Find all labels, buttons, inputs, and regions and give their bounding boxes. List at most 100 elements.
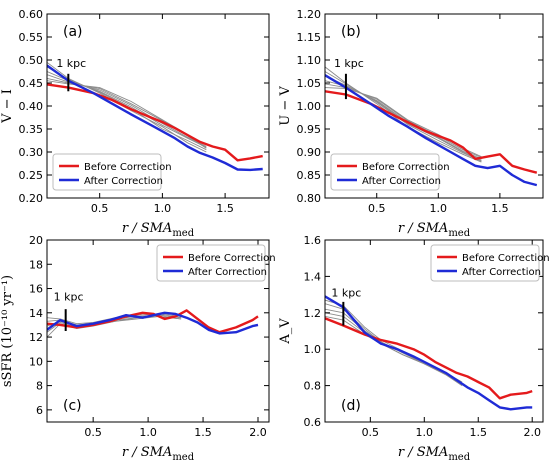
y-tick-label: 1.0 xyxy=(304,343,322,356)
y-tick-label: 6 xyxy=(36,404,43,417)
x-axis-label-sub: med xyxy=(172,452,194,463)
y-tick-label: 10 xyxy=(29,355,43,368)
y-tick-label: 1.6 xyxy=(304,234,322,247)
x-tick-label: 0.5 xyxy=(362,426,380,439)
sample-line-5 xyxy=(325,315,463,386)
x-axis-label: r / SMAmed xyxy=(122,221,195,239)
legend: Before Correction After Correction xyxy=(330,153,450,191)
panel-tag: (d) xyxy=(341,398,361,414)
x-tick-label: 0.5 xyxy=(91,202,109,215)
chart-panel-1: 1 kpc 0.5 1.0 1.5 0.20 0.25 0.30 0.35 0.40 0.45 0.… xyxy=(0,8,270,239)
y-tick-label: 0.20 xyxy=(19,192,44,205)
legend-label-after: After Correction xyxy=(362,176,441,187)
y-tick-label: 0.6 xyxy=(304,416,322,429)
series-line-before-correction xyxy=(47,309,259,334)
panel-tag: (b) xyxy=(341,24,361,40)
series-line-after-correction xyxy=(325,74,538,187)
x-tick-label: 1.5 xyxy=(216,202,234,215)
y-tick-label: 0.60 xyxy=(19,8,44,21)
y-tick-label: 1.00 xyxy=(297,100,322,113)
y-tick-label: 1.15 xyxy=(297,31,322,44)
legend-box xyxy=(156,244,266,282)
x-axis-label: r / SMAmed xyxy=(122,445,195,463)
series-line-after-correction xyxy=(325,295,533,411)
y-tick-label: 20 xyxy=(29,234,43,247)
chart-panel-2: 1 kpc 0.5 1.0 1.5 0.80 0.85 0.90 0.95 1.00 1.05 1.… xyxy=(278,8,544,239)
y-tick-label: 0.45 xyxy=(19,77,44,90)
panel-tag: (c) xyxy=(63,398,82,414)
y-tick-label: 0.8 xyxy=(304,380,322,393)
kpc-label: 1 kpc xyxy=(334,57,364,70)
legend-label-after: After Correction xyxy=(84,176,163,187)
x-tick-label: 1.0 xyxy=(154,202,172,215)
y-tick-label: 8 xyxy=(36,380,43,393)
x-axis-label-sub: med xyxy=(172,228,194,239)
x-axis-label: r / SMAmed xyxy=(398,445,471,463)
legend-label-before: Before Correction xyxy=(462,253,550,264)
y-axis-label: A_V xyxy=(278,318,293,345)
y-tick-label: 0.55 xyxy=(19,31,44,44)
legend-label-after: After Correction xyxy=(188,267,267,278)
y-tick-label: 0.85 xyxy=(297,169,322,182)
legend-box xyxy=(52,153,162,191)
series-line-after-correction xyxy=(47,311,259,335)
x-tick-label: 1.5 xyxy=(491,202,509,215)
y-tick-label: 18 xyxy=(29,258,43,271)
x-axis-label: r / SMAmed xyxy=(398,221,471,239)
x-tick-label: 1.5 xyxy=(194,426,212,439)
sample-line-2 xyxy=(325,303,463,386)
y-tick-label: 1.2 xyxy=(304,307,322,320)
x-tick-label: 1.5 xyxy=(469,426,487,439)
x-axis-label-main: r / SMA xyxy=(122,221,172,236)
y-tick-label: 1.05 xyxy=(297,77,322,90)
series-line-before-correction xyxy=(325,317,533,400)
series-line-after-correction xyxy=(47,64,263,172)
legend-label-before: Before Correction xyxy=(84,162,172,173)
x-tick-label: 0.5 xyxy=(368,202,386,215)
x-tick-label: 2.0 xyxy=(249,426,267,439)
y-tick-label: 0.90 xyxy=(297,146,322,159)
legend-label-before: Before Correction xyxy=(362,162,450,173)
y-tick-label: 0.50 xyxy=(19,54,44,67)
x-tick-label: 1.0 xyxy=(416,426,434,439)
legend-box xyxy=(430,244,540,282)
x-tick-label: 2.0 xyxy=(523,426,541,439)
legend-box xyxy=(330,153,440,191)
y-tick-label: 0.40 xyxy=(19,100,44,113)
plot-frame xyxy=(324,239,544,423)
chart-panel-3: 1 kpc 0.5 1.0 1.5 2.0 6 8 10 12 14 16 18 20 (c) sSFR (… xyxy=(0,234,276,463)
x-axis-label-sub: med xyxy=(448,452,470,463)
y-tick-label: 0.30 xyxy=(19,146,44,159)
legend: Before Correction After Correction xyxy=(156,244,276,282)
y-axis-label: U − V xyxy=(278,86,293,126)
sample-line-6 xyxy=(325,87,482,158)
y-tick-label: 0.25 xyxy=(19,169,44,182)
y-tick-label: 14 xyxy=(29,307,43,320)
legend-label-after: After Correction xyxy=(462,267,541,278)
panel-tag: (a) xyxy=(63,24,83,40)
legend: Before Correction After Correction xyxy=(430,244,550,282)
legend-label-before: Before Correction xyxy=(188,253,276,264)
x-tick-label: 1.0 xyxy=(139,426,157,439)
y-axis-label: V − I xyxy=(0,89,15,124)
x-axis-label-main: r / SMA xyxy=(398,221,448,236)
kpc-label: 1 kpc xyxy=(54,291,84,304)
y-tick-label: 1.20 xyxy=(297,8,322,21)
x-axis-label-main: r / SMA xyxy=(122,445,172,460)
kpc-label: 1 kpc xyxy=(331,286,361,299)
y-tick-label: 0.35 xyxy=(19,123,44,136)
x-axis-label-sub: med xyxy=(448,228,470,239)
x-axis-label-main: r / SMA xyxy=(398,445,448,460)
kpc-label: 1 kpc xyxy=(56,57,86,70)
chart-panel-4: 1 kpc 0.5 1.0 1.5 2.0 0.6 0.8 1.0 1.2 1.4 1.6 (d) A_… xyxy=(278,234,550,463)
y-tick-label: 12 xyxy=(29,331,43,344)
y-tick-label: 0.80 xyxy=(297,192,322,205)
x-tick-label: 0.5 xyxy=(84,426,102,439)
legend: Before Correction After Correction xyxy=(52,153,172,191)
y-tick-label: 16 xyxy=(29,283,43,296)
plot-frame xyxy=(46,239,270,423)
x-tick-label: 1.0 xyxy=(430,202,448,215)
y-tick-label: 1.10 xyxy=(297,54,322,67)
y-tick-label: 1.4 xyxy=(304,270,322,283)
